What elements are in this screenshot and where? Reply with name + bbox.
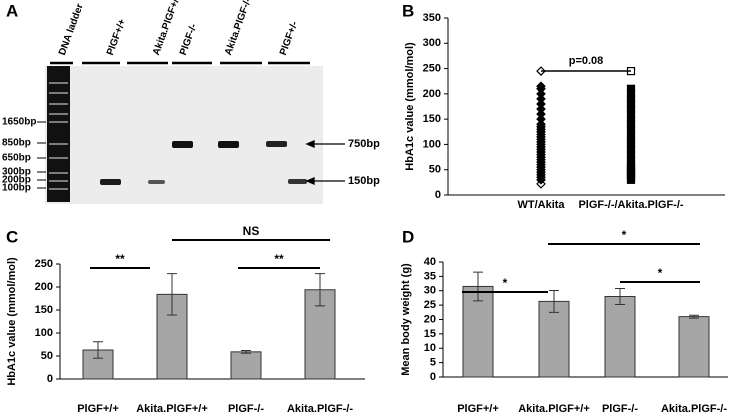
error-bar (241, 349, 251, 354)
y-tick-label: 200 (35, 281, 53, 293)
y-tick-label: 25 (424, 299, 436, 311)
size-label: 650bp (2, 153, 31, 164)
point (536, 81, 546, 92)
y-tick-label: 5 (430, 357, 436, 369)
annotation: * (658, 266, 663, 280)
bar (678, 316, 710, 378)
bar (462, 285, 494, 378)
y-tick-label: 30 (424, 285, 436, 297)
point (626, 84, 636, 93)
size-label: 200bp (2, 175, 31, 186)
lane-label: PlGF+/+ (105, 18, 128, 57)
panel-label: A (6, 1, 18, 20)
y-tick-label: 150 (423, 113, 441, 125)
y-tick-label: 100 (423, 138, 441, 150)
y-tick-label: 50 (429, 164, 441, 176)
y-tick-label: 0 (430, 371, 436, 383)
ladder-bands (49, 82, 68, 190)
y-tick-label: 300 (423, 37, 441, 49)
y-tick-label: 200 (423, 88, 441, 100)
x-tick-label: WT/Akita (517, 199, 565, 211)
y-tick-label: 40 (424, 256, 436, 268)
annotation: ** (274, 252, 284, 266)
panel-label: D (402, 227, 414, 246)
ladder-lane (47, 66, 70, 202)
point (536, 89, 546, 99)
point (536, 99, 546, 109)
y-axis-label: HbA1c value (mmol/mol) (404, 42, 416, 171)
gel-band (288, 179, 307, 184)
lane-label: Akita.PlGF-/- (223, 0, 254, 57)
gel-band (218, 141, 239, 148)
annotation: NS (243, 224, 260, 238)
annotation: * (503, 276, 508, 290)
band-arrows (305, 140, 345, 185)
error-bar (473, 271, 483, 302)
y-tick-label: 150 (35, 304, 53, 316)
x-tick-label: Akita.PlGF+/+ (518, 403, 590, 415)
annotation: p=0.08 (569, 55, 604, 67)
lane-label: DNA ladder (57, 2, 86, 57)
y-axis-label: Mean body weight (g) (400, 263, 412, 376)
lane-label: PlGF-/- (178, 22, 200, 57)
gel-band (172, 141, 193, 148)
size-label: 300bp (2, 167, 31, 178)
annotation: ** (115, 252, 125, 266)
y-tick-label: 10 (424, 342, 436, 354)
x-tick-label: Akita.PlGF+/+ (136, 403, 208, 415)
error-bar (93, 341, 103, 359)
size-label: 850bp (2, 138, 31, 149)
band-label: 150bp (348, 175, 380, 187)
band-label: 750bp (348, 138, 380, 150)
y-tick-label: 250 (423, 62, 441, 74)
error-bar (549, 289, 559, 313)
x-tick-label: PlGF-/- (228, 403, 264, 415)
panel-label: B (402, 1, 414, 20)
x-tick-label: PlGF-/- (602, 403, 638, 415)
panel-label: C (6, 227, 18, 246)
y-tick-label: 15 (424, 328, 436, 340)
y-tick-label: 350 (423, 12, 441, 24)
gel-image (45, 66, 345, 204)
y-tick-label: 0 (47, 373, 53, 385)
bar (230, 351, 262, 380)
y-tick-label: 0 (435, 189, 441, 201)
y-axis-label: HbA1c value (mmol/mol) (6, 257, 18, 386)
error-bar (315, 273, 325, 307)
gel-band (148, 180, 165, 184)
x-tick-label: PlGF+/+ (77, 403, 119, 415)
point (536, 119, 546, 130)
error-bar (615, 287, 625, 306)
lane-label: PlGF+/- (278, 20, 300, 57)
point (536, 109, 546, 119)
y-tick-label: 100 (35, 327, 53, 339)
y-tick-label: 250 (35, 258, 53, 270)
bar (604, 296, 636, 378)
y-tick-label: 35 (424, 270, 436, 282)
gel-background (45, 66, 323, 204)
x-tick-label: Akita.PlGF-/- (287, 403, 353, 415)
point (536, 94, 546, 104)
error-bar (167, 273, 177, 316)
bar (538, 300, 570, 378)
point (536, 114, 546, 124)
gel-band (266, 141, 287, 147)
point (536, 104, 546, 114)
size-label: 1650bp (2, 117, 36, 128)
x-tick-label: PlGF-/-/Akita.PlGF-/- (578, 199, 683, 211)
error-bar (689, 314, 699, 319)
size-label: 100bp (2, 183, 31, 194)
annotation: * (622, 228, 627, 242)
x-tick-label: Akita.PlGF-/- (661, 403, 727, 415)
y-tick-label: 20 (424, 313, 436, 325)
x-tick-label: PlGF+/+ (457, 403, 499, 415)
gel-band (100, 179, 121, 185)
y-tick-label: 50 (41, 350, 53, 362)
